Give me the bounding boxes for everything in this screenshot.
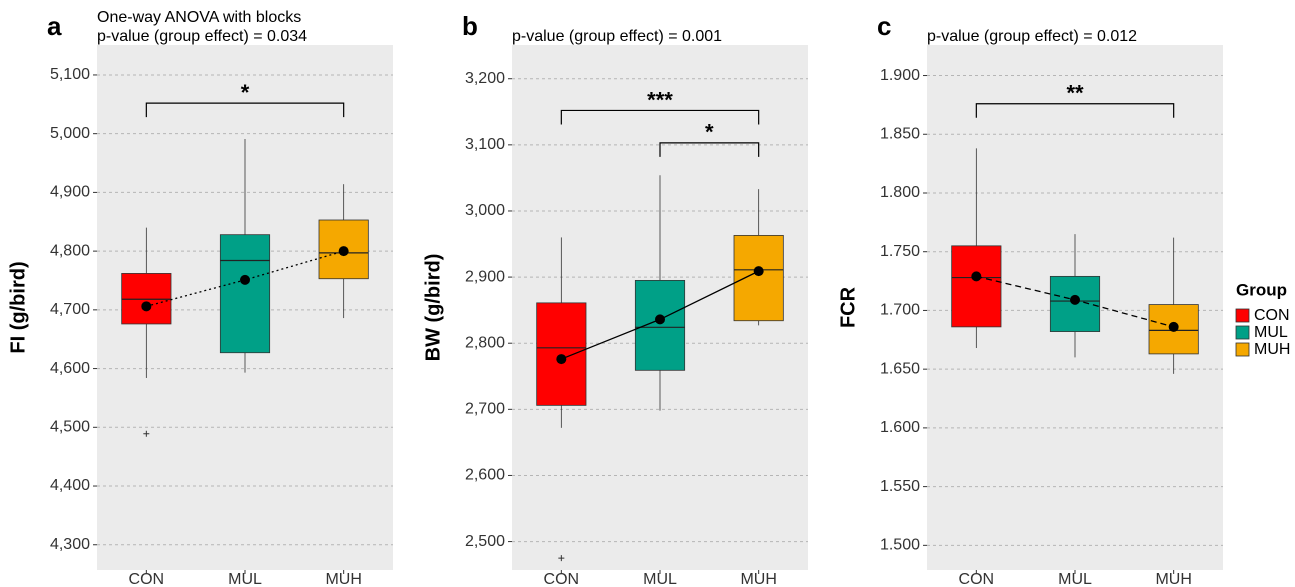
significance-label: *	[705, 120, 714, 145]
mean-point	[141, 301, 152, 312]
significance-bracket	[145, 102, 345, 118]
y-tick-label: 4,400	[50, 477, 90, 494]
y-tick-label: 4,300	[50, 536, 90, 553]
y-tick-label: 1.900	[880, 67, 920, 84]
x-tick-label: MUL	[643, 571, 677, 587]
legend-label: MUL	[1254, 324, 1288, 341]
x-tick-label: CON	[129, 571, 165, 587]
y-tick-label: 4,900	[50, 184, 90, 201]
significance-bracket	[975, 103, 1175, 118]
y-tick-label: 4,500	[50, 419, 90, 436]
y-tick-label: 1.700	[880, 302, 920, 319]
x-tick-label: MUL	[228, 571, 262, 587]
y-tick-label: 1.650	[880, 360, 920, 377]
mean-point	[338, 246, 349, 257]
y-tick-label: 2,500	[465, 533, 505, 550]
y-tick-label: 1.800	[880, 184, 920, 201]
mean-point	[971, 271, 982, 282]
legend-swatch	[1235, 342, 1250, 357]
y-tick-label: 2,600	[465, 467, 505, 484]
x-tick-label: CON	[959, 571, 995, 587]
y-tick-label: 3,000	[465, 202, 505, 219]
subtitle: One-way ANOVA with blocks	[97, 9, 301, 26]
subtitle: p-value (group effect) = 0.012	[927, 28, 1137, 45]
significance-label: **	[1066, 81, 1084, 106]
y-tick-label: 4,800	[50, 242, 90, 259]
outlier	[558, 555, 565, 562]
y-tick-label: 1.750	[880, 243, 920, 260]
x-tick-label: MUH	[1155, 571, 1191, 587]
y-tick-label: 4,700	[50, 301, 90, 318]
box	[951, 245, 1002, 328]
mean-line	[146, 250, 344, 307]
box	[219, 234, 271, 354]
mean-point	[240, 274, 250, 285]
y-tick-label: 3,200	[465, 70, 505, 87]
legend-label: MUH	[1254, 341, 1290, 358]
y-tick-label: 3,100	[465, 136, 505, 153]
significance-bracket	[659, 142, 760, 157]
mean-point	[1168, 321, 1179, 332]
y-axis-label: FI (g/bird)	[7, 261, 29, 353]
outlier	[143, 430, 150, 437]
panel-letter: a	[47, 11, 62, 41]
y-axis-label: FCR	[837, 286, 859, 328]
legend-swatch	[1235, 325, 1250, 340]
mean-point	[1070, 294, 1080, 305]
legend-label: CON	[1254, 307, 1290, 324]
y-tick-label: 2,700	[465, 401, 505, 418]
panel-letter: b	[462, 11, 478, 41]
y-tick-label: 2,900	[465, 268, 505, 285]
y-tick-label: 1.550	[880, 478, 920, 495]
x-tick-label: MUH	[740, 571, 776, 587]
box	[733, 235, 784, 322]
y-axis-label: BW (g/bird)	[422, 254, 444, 362]
significance-label: ***	[647, 87, 673, 112]
y-tick-label: 1.850	[880, 125, 920, 142]
subtitle: p-value (group effect) = 0.034	[97, 28, 307, 45]
significance-label: *	[241, 80, 250, 105]
y-tick-label: 5,000	[50, 125, 90, 142]
legend-swatch	[1235, 308, 1250, 323]
x-tick-label: CON	[544, 571, 580, 587]
subtitle: p-value (group effect) = 0.001	[512, 28, 722, 45]
y-tick-label: 4,600	[50, 360, 90, 377]
y-tick-label: 1.600	[880, 419, 920, 436]
x-tick-label: MUH	[325, 571, 361, 587]
legend-title: Group	[1236, 280, 1287, 299]
x-tick-label: MUL	[1058, 571, 1092, 587]
y-tick-label: 1.500	[880, 537, 920, 554]
box	[634, 279, 686, 371]
mean-point	[753, 266, 764, 277]
mean-point	[655, 314, 665, 325]
significance-bracket	[560, 109, 760, 125]
panel-letter: c	[877, 11, 891, 41]
y-tick-label: 5,100	[50, 66, 90, 83]
y-tick-label: 2,800	[465, 334, 505, 351]
mean-point	[556, 354, 567, 365]
